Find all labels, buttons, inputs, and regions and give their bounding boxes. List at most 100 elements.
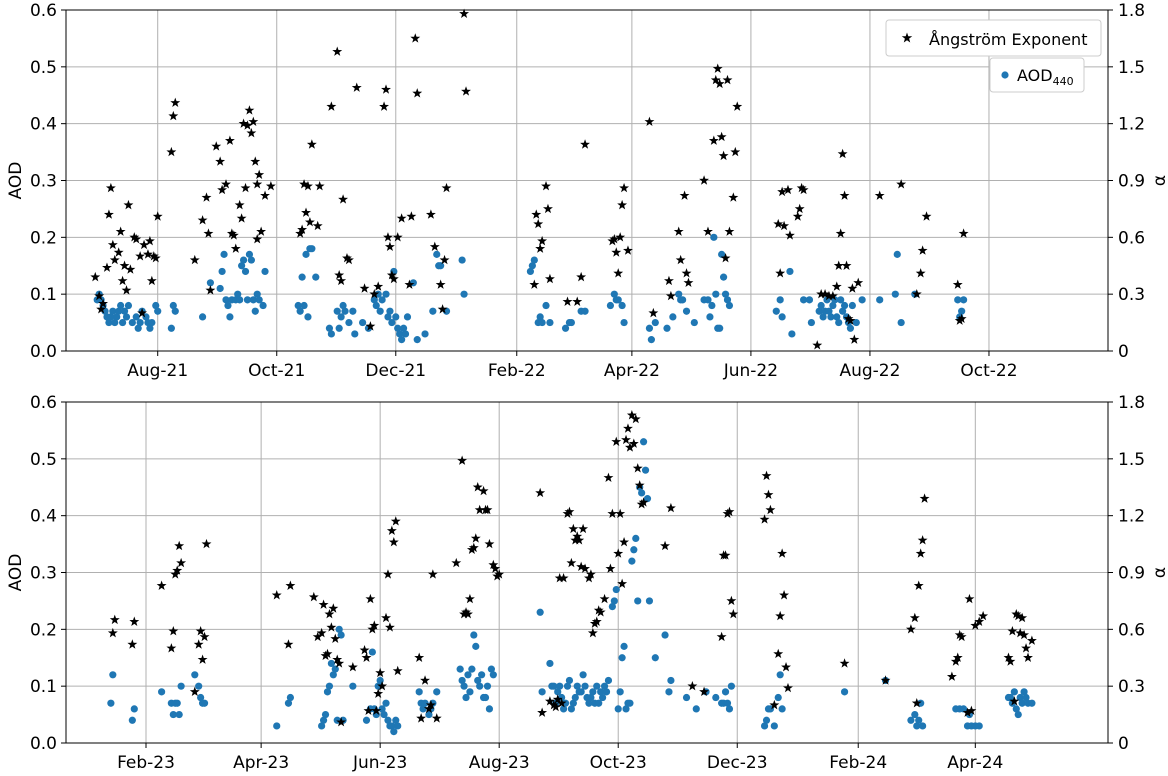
angstrom-exponent-point (107, 627, 118, 638)
angstrom-exponent-point (783, 184, 793, 195)
aod440-point (727, 682, 736, 690)
aod440-point (134, 324, 142, 332)
x-tick-label: Dec-21 (365, 361, 426, 381)
aod440-point (483, 682, 492, 690)
angstrom-exponent-point (726, 595, 737, 606)
angstrom-exponent-point (585, 569, 596, 579)
angstrom-exponent-point (221, 179, 231, 189)
aod440-point (661, 631, 669, 639)
angstrom-exponent-point (537, 235, 548, 246)
aod440-point (468, 665, 476, 673)
angstrom-exponent-point (541, 180, 551, 191)
aod440-point (839, 307, 847, 315)
aod440-point (563, 682, 572, 690)
angstrom-exponent-point (144, 235, 155, 246)
aod440-point (616, 688, 624, 696)
aod440-point (786, 267, 794, 276)
angstrom-exponent-point (958, 228, 969, 238)
aod440-point (682, 693, 691, 702)
aod440-point (536, 608, 544, 616)
angstrom-exponent-point (1019, 629, 1030, 640)
aod440-point (304, 313, 312, 321)
angstrom-exponent-point (312, 631, 323, 642)
aod440-point (325, 682, 334, 690)
angstrom-exponent-point (308, 591, 319, 602)
angstrom-exponent-point (244, 105, 255, 115)
angstrom-exponent-point (123, 199, 134, 210)
angstrom-exponent-point (326, 622, 337, 632)
aod440-point (370, 296, 378, 304)
aod440-point (897, 318, 905, 327)
angstrom-exponent-point (962, 707, 973, 717)
aod440-point (704, 296, 712, 304)
angstrom-exponent-point (732, 101, 743, 111)
angstrom-exponent-point (334, 270, 345, 280)
aod440-point (218, 267, 226, 276)
angstrom-exponent-point (137, 307, 148, 318)
angstrom-exponent-point (468, 542, 479, 553)
aod440-point (776, 671, 784, 679)
grid (66, 9, 1108, 352)
angstrom-exponent-point (714, 78, 725, 89)
aod440-point (122, 313, 131, 321)
aod440-point (827, 313, 835, 321)
angstrom-exponent-point (236, 213, 247, 223)
angstrom-exponent-point (439, 254, 450, 265)
angstrom-exponent-point (98, 298, 109, 308)
aod440-point (975, 722, 983, 730)
angstrom-exponent-point (146, 275, 157, 286)
angstrom-exponent-point (574, 535, 585, 545)
aod440-point (618, 301, 626, 310)
aod440-point (612, 585, 620, 594)
angstrom-exponent-point (478, 485, 489, 496)
aod440-point (907, 716, 915, 724)
aod440-point (398, 336, 406, 344)
angstrom-exponent-point (361, 652, 372, 662)
aod440-point (300, 301, 308, 310)
aod440-point (589, 688, 597, 696)
angstrom-exponent-point (720, 252, 731, 263)
aod440-point (608, 603, 616, 611)
angstrom-exponent-point (665, 290, 676, 301)
angstrom-exponent-point (297, 224, 308, 234)
aod440-point (472, 642, 480, 650)
angstrom-exponent-point (544, 273, 555, 284)
angstrom-exponent-point (556, 698, 567, 708)
angstrom-exponent-point (381, 84, 391, 94)
aod440-point (708, 301, 716, 310)
angstrom-exponent-point (623, 423, 633, 433)
angstrom-exponent-point (548, 699, 559, 710)
angstrom-exponent-point (383, 232, 393, 242)
aod440-point (723, 699, 732, 707)
aod440-point (474, 676, 482, 685)
aod440-point (403, 313, 412, 321)
aod440-point (618, 654, 626, 662)
angstrom-exponent-point (224, 135, 235, 145)
aod440-point (526, 267, 535, 276)
angstrom-exponent-point (316, 627, 327, 638)
aod440-point (255, 296, 263, 304)
angstrom-exponent-point (457, 455, 468, 465)
y-axis-label: AOD (6, 162, 26, 200)
aod440-point (599, 693, 607, 702)
angstrom-exponent-point (472, 482, 483, 492)
angstrom-exponent-point (379, 101, 390, 111)
angstrom-exponent-point (578, 523, 589, 534)
angstrom-exponent-point (369, 620, 380, 630)
aod440-point (253, 290, 261, 298)
angstrom-exponent-point (373, 688, 384, 698)
aod440-point (665, 688, 673, 696)
angstrom-exponent-point (131, 234, 142, 244)
aod440-point (362, 716, 371, 724)
angstrom-exponent-point (336, 716, 347, 727)
aod440-point (960, 296, 968, 304)
angstrom-exponent-point (595, 607, 606, 617)
angstrom-exponent-point (252, 234, 263, 244)
aod440-point (538, 318, 546, 327)
y-right-tick-label: 0.9 (1118, 564, 1145, 584)
angstrom-exponent-point (215, 156, 226, 166)
aod440-point (378, 705, 386, 713)
aod440-point (876, 296, 884, 304)
aod440-point (571, 693, 579, 702)
aod440-point (226, 313, 234, 321)
